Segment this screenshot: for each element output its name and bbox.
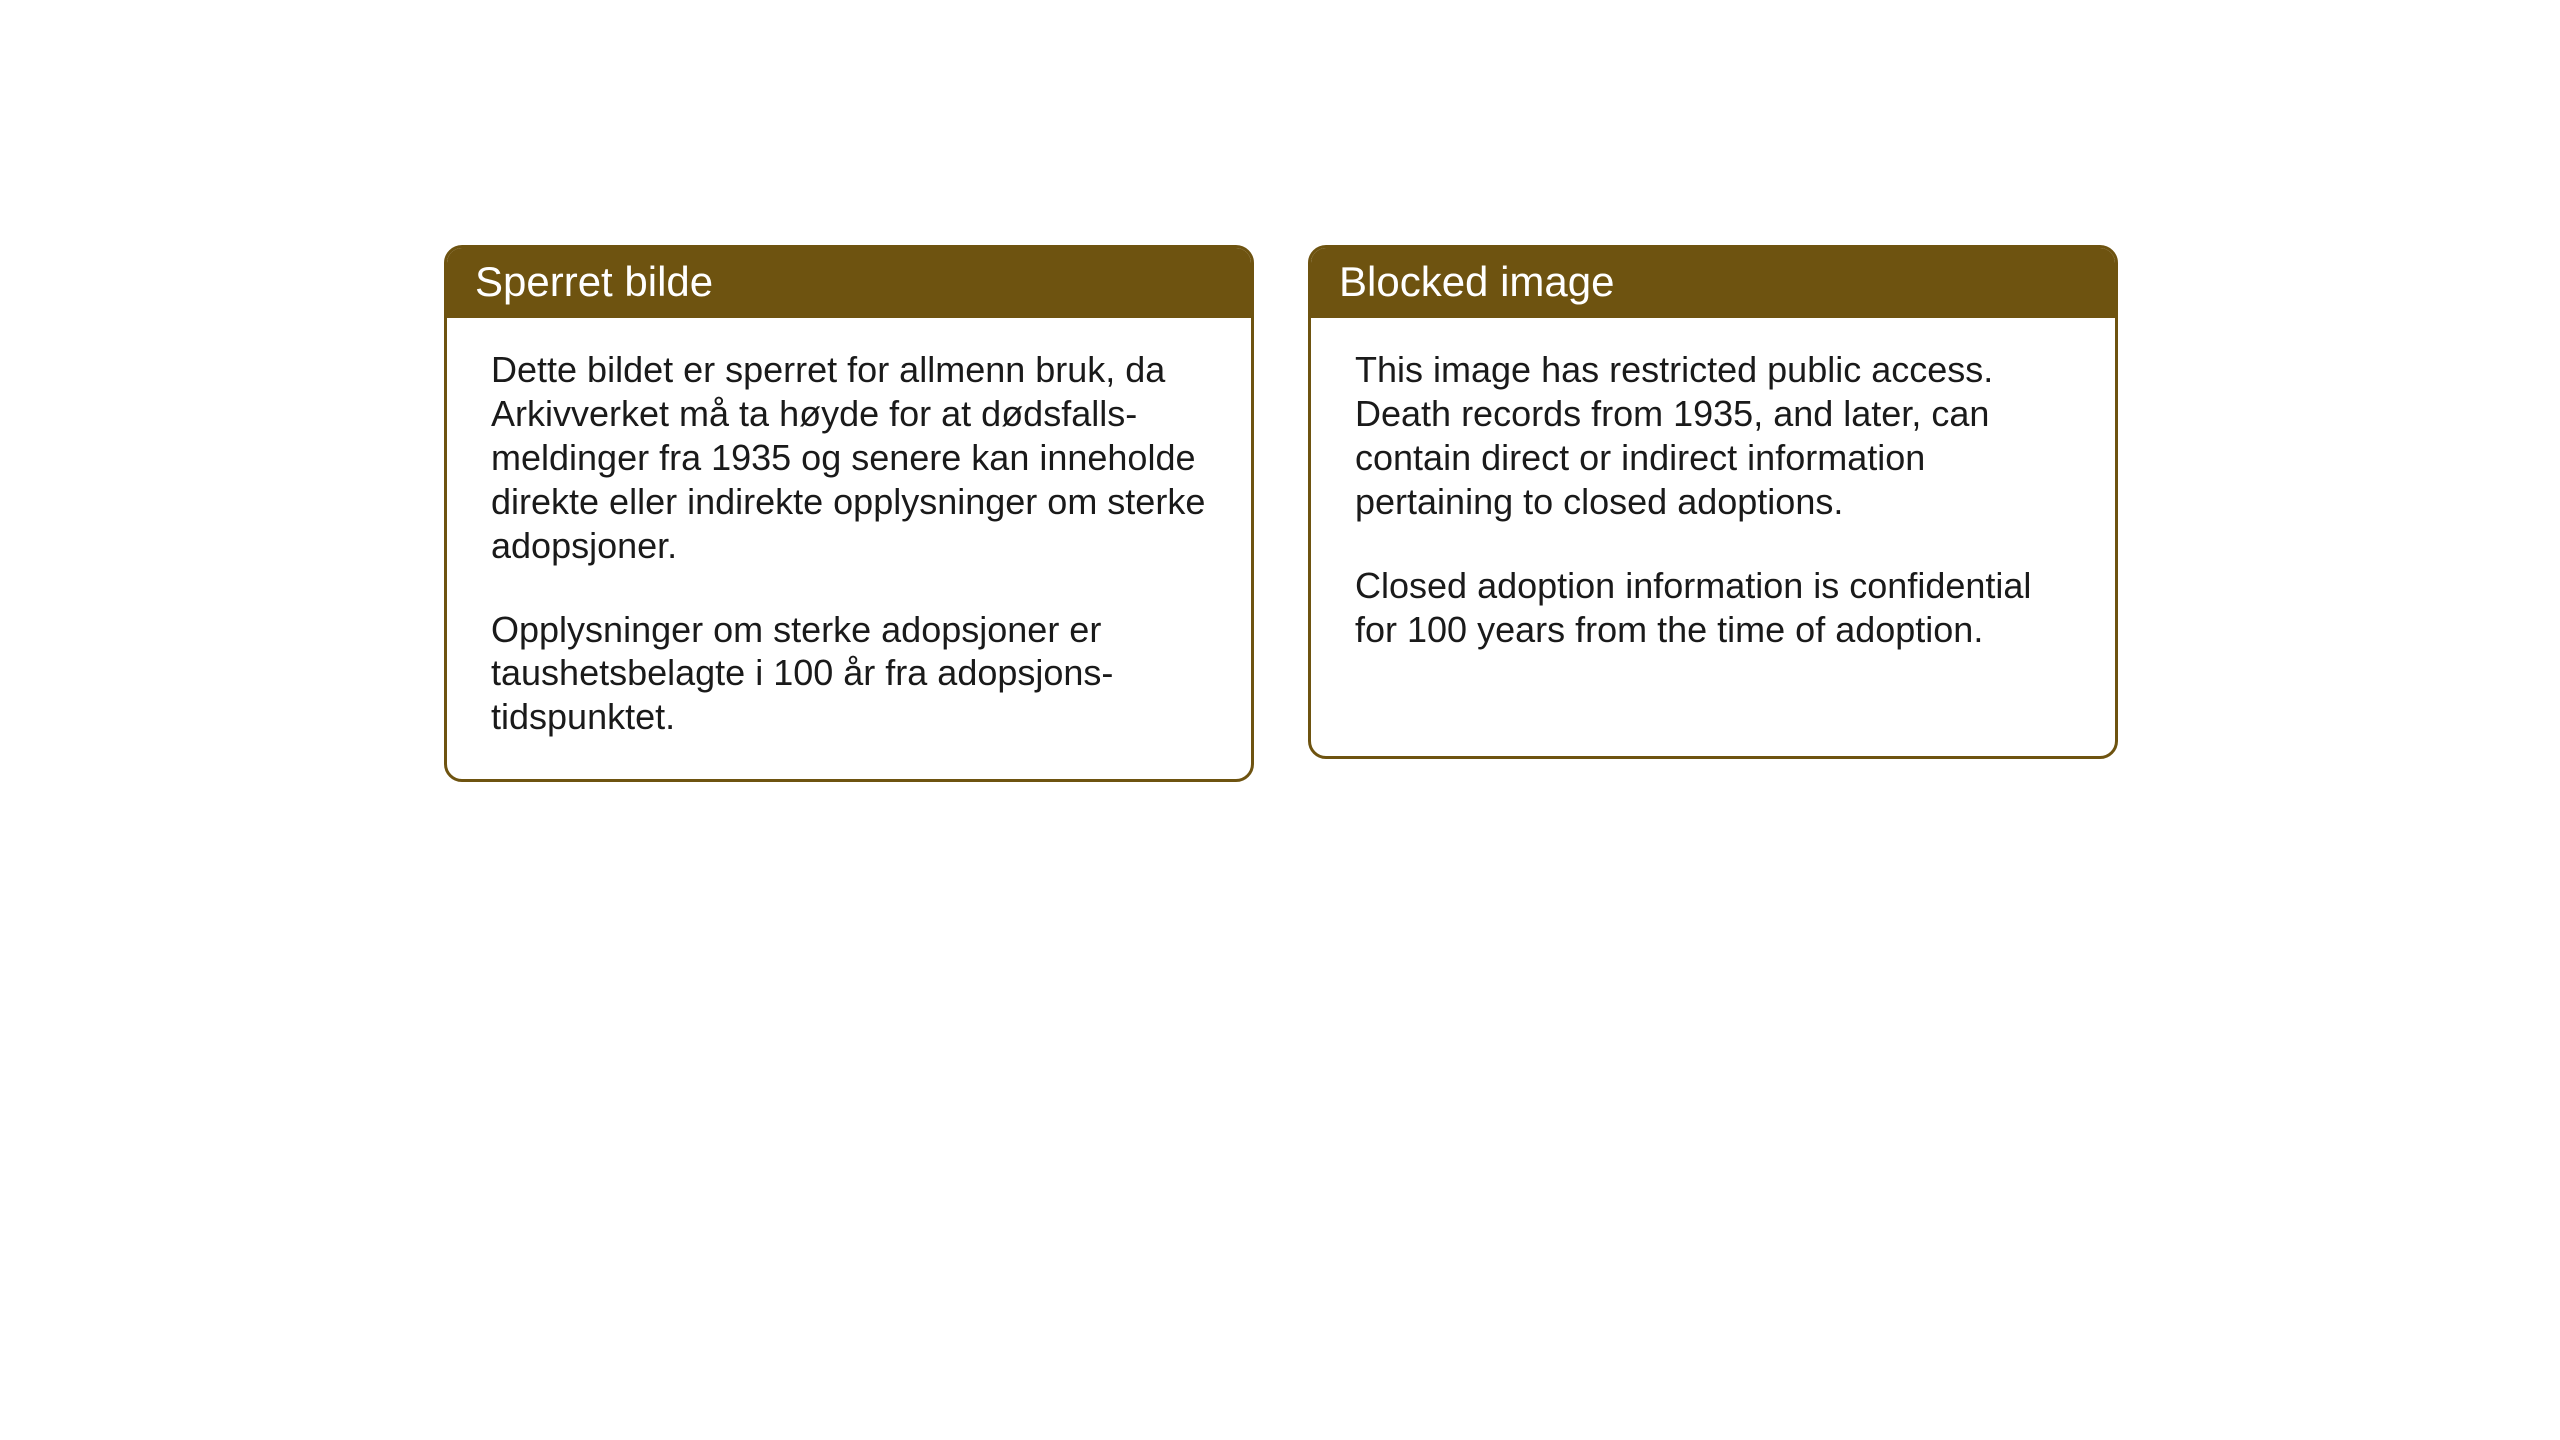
card-header-english: Blocked image xyxy=(1311,248,2115,318)
notice-card-english: Blocked image This image has restricted … xyxy=(1308,245,2118,759)
card-title-english: Blocked image xyxy=(1339,258,1614,305)
paragraph-2-english: Closed adoption information is confident… xyxy=(1355,564,2071,652)
card-body-norwegian: Dette bildet er sperret for allmenn bruk… xyxy=(447,318,1251,779)
paragraph-1-english: This image has restricted public access.… xyxy=(1355,348,2071,524)
paragraph-1-norwegian: Dette bildet er sperret for allmenn bruk… xyxy=(491,348,1207,568)
notice-container: Sperret bilde Dette bildet er sperret fo… xyxy=(444,245,2118,782)
paragraph-2-norwegian: Opplysninger om sterke adopsjoner er tau… xyxy=(491,608,1207,740)
card-body-english: This image has restricted public access.… xyxy=(1311,318,2115,691)
card-header-norwegian: Sperret bilde xyxy=(447,248,1251,318)
card-title-norwegian: Sperret bilde xyxy=(475,258,713,305)
notice-card-norwegian: Sperret bilde Dette bildet er sperret fo… xyxy=(444,245,1254,782)
